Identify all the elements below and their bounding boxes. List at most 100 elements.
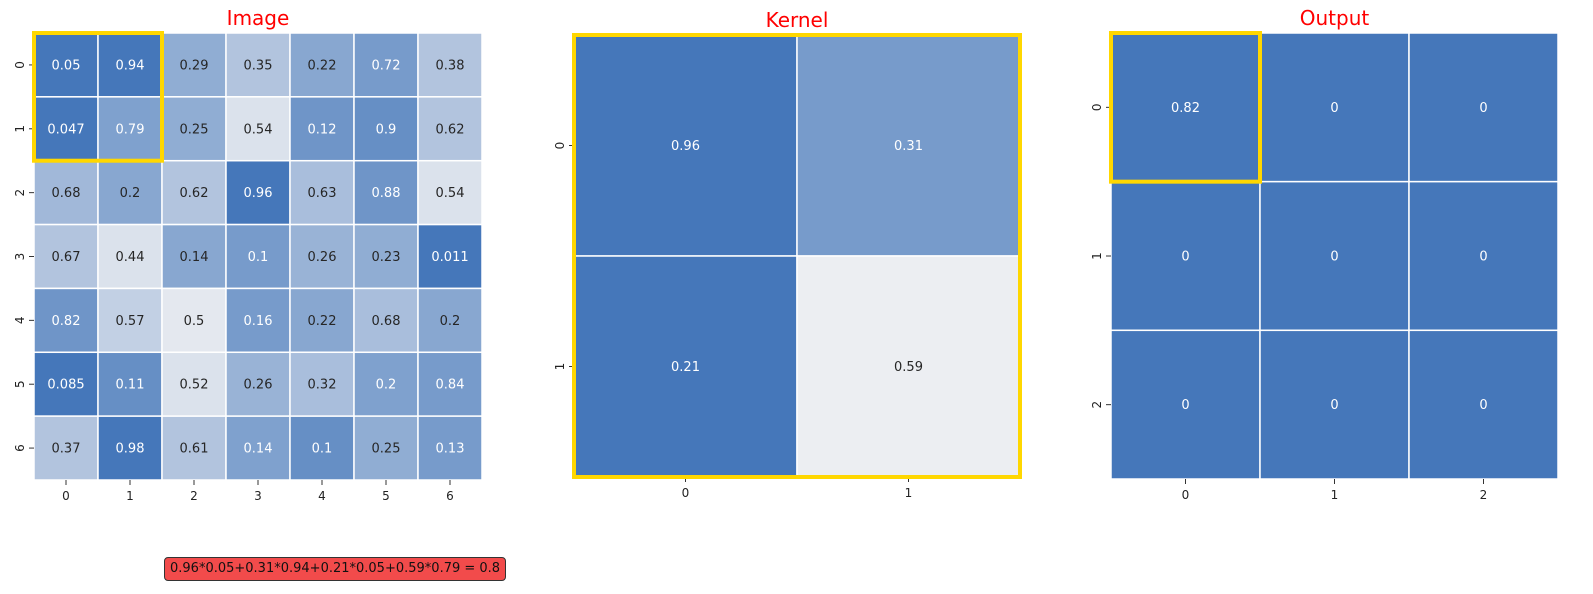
output-cell-value: 0	[1181, 250, 1189, 265]
output-cell	[1408, 180, 1559, 332]
image-ytick-label: 4	[13, 317, 27, 325]
image-cell-value: 0.35	[244, 58, 273, 73]
image-ytick-label: 3	[13, 253, 27, 261]
image-cell	[417, 159, 483, 226]
image-cell	[289, 415, 355, 481]
image-xtick-label: 0	[62, 489, 70, 503]
image-ytick-label: 6	[13, 444, 27, 452]
image-cell	[353, 32, 419, 98]
image-cell	[353, 223, 419, 290]
image-cell-value: 0.38	[436, 58, 465, 73]
image-cell-value: 0.29	[180, 58, 209, 73]
kernel-cell-value: 0.96	[671, 139, 700, 154]
output-cell-value: 0.82	[1171, 101, 1200, 116]
kernel-highlight-box	[572, 33, 1022, 479]
image-cell-value: 0.52	[180, 378, 209, 393]
image-highlight-box	[32, 31, 164, 163]
image-cell-value: 0.63	[308, 186, 337, 201]
image-cell-value: 0.37	[52, 442, 81, 457]
image-cell-value: 0.05	[52, 58, 81, 73]
image-cell-value: 0.13	[436, 442, 465, 457]
output-ytick-label: 1	[1090, 252, 1104, 260]
image-cell	[353, 415, 419, 481]
kernel-ytick-label: 1	[553, 363, 567, 371]
image-cell-value: 0.88	[372, 186, 401, 201]
output-cell	[1259, 32, 1410, 183]
image-xtick-label: 3	[254, 489, 262, 503]
kernel-cell	[573, 34, 798, 257]
output-xtick-label: 0	[1182, 488, 1190, 502]
image-cell	[225, 415, 291, 481]
output-title: Output	[1300, 6, 1370, 30]
output-xtick-label: 2	[1480, 488, 1488, 502]
image-cell-value: 0.22	[308, 314, 337, 329]
image-cell	[289, 351, 355, 417]
image-cell	[417, 351, 483, 417]
kernel-ytick-label: 0	[553, 142, 567, 150]
image-cell	[97, 159, 163, 226]
image-cell-value: 0.1	[248, 250, 269, 265]
image-cell-value: 0.14	[180, 250, 209, 265]
image-cell-value: 0.26	[244, 378, 273, 393]
output-xtick-label: 1	[1331, 488, 1339, 502]
output-cell-value: 0	[1479, 250, 1487, 265]
image-cell	[33, 351, 99, 417]
image-cell-value: 0.047	[47, 122, 84, 137]
image-ytick-label: 5	[13, 380, 27, 388]
kernel-xtick-label: 0	[682, 486, 690, 500]
image-cell-value: 0.67	[52, 250, 81, 265]
image-cell-value: 0.22	[308, 58, 337, 73]
output-ytick-label: 0	[1090, 104, 1104, 112]
kernel-panel: Kernel 0.96 0.31 0.21 0.59 0 1 0 1	[553, 8, 1022, 500]
image-cell-value: 0.1	[312, 442, 333, 457]
image-cell-value: 0.9	[376, 122, 397, 137]
image-cell-value: 0.25	[180, 122, 209, 137]
image-cell	[33, 287, 99, 354]
image-cell-value: 0.68	[52, 186, 81, 201]
image-cell	[161, 96, 227, 162]
image-cell-value: 0.26	[308, 250, 337, 265]
image-cell	[161, 159, 227, 226]
image-cell-value: 0.94	[116, 58, 145, 73]
image-cell-value: 0.5	[184, 314, 205, 329]
image-ytick-label: 1	[13, 125, 27, 133]
image-cell	[289, 159, 355, 226]
image-cell	[97, 223, 163, 290]
kernel-cell-value: 0.59	[894, 360, 923, 375]
image-cell-value: 0.12	[308, 122, 337, 137]
image-cell	[225, 159, 291, 226]
image-cell-value: 0.32	[308, 378, 337, 393]
image-cell-value: 0.84	[436, 378, 465, 393]
kernel-cell	[796, 255, 1021, 478]
kernel-cell	[573, 255, 798, 478]
image-cell	[161, 287, 227, 354]
image-xtick-label: 4	[318, 489, 326, 503]
image-cell	[289, 96, 355, 162]
image-cell-value: 0.54	[436, 186, 465, 201]
image-cell	[353, 159, 419, 226]
output-cell-value: 0	[1479, 398, 1487, 413]
image-ytick-label: 0	[13, 61, 27, 69]
image-cell-value: 0.14	[244, 442, 273, 457]
kernel-xtick-label: 1	[905, 486, 913, 500]
image-cell-value: 0.82	[52, 314, 81, 329]
image-cell-value: 0.2	[120, 186, 141, 201]
image-cell-value: 0.23	[372, 250, 401, 265]
kernel-cell-value: 0.21	[671, 360, 700, 375]
kernel-cell	[796, 34, 1021, 257]
output-highlight-box	[1109, 31, 1262, 184]
image-cell-value: 0.98	[116, 442, 145, 457]
image-cell-value: 0.62	[436, 122, 465, 137]
output-cell	[1259, 180, 1410, 332]
image-cell-value: 0.72	[372, 58, 401, 73]
image-cell-value: 0.2	[376, 378, 397, 393]
image-xtick-label: 6	[446, 489, 454, 503]
output-cell-value: 0	[1479, 101, 1487, 116]
image-cell-value: 0.54	[244, 122, 273, 137]
image-cell	[225, 351, 291, 417]
output-cell-value: 0	[1330, 101, 1338, 116]
image-xtick-label: 5	[382, 489, 390, 503]
image-cell-value: 0.25	[372, 442, 401, 457]
image-cell-value: 0.085	[47, 378, 84, 393]
